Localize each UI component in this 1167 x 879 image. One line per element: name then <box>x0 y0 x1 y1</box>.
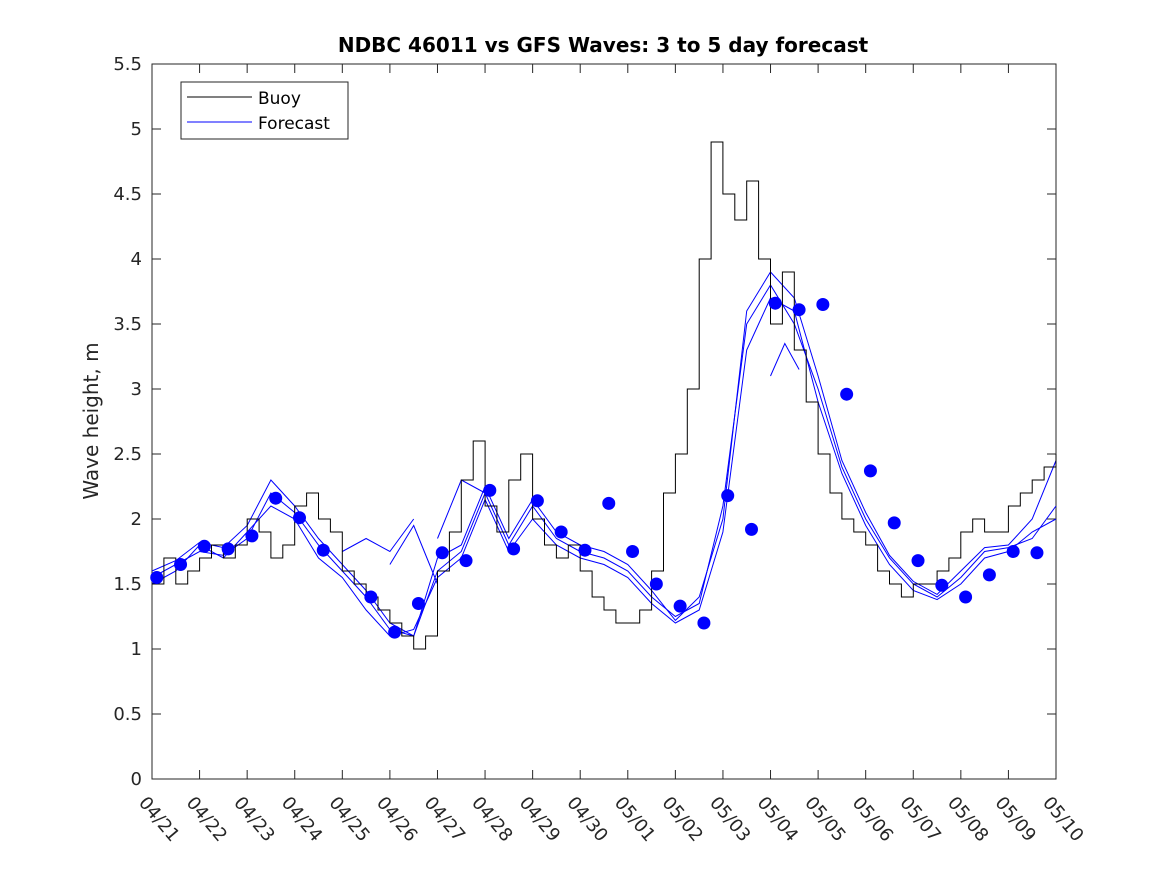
forecast-marker <box>887 516 901 530</box>
forecast-marker <box>840 387 854 401</box>
forecast-marker <box>578 543 592 557</box>
forecast-marker <box>483 483 497 497</box>
y-tick-label: 4.5 <box>113 184 142 205</box>
y-tick-label: 5 <box>131 119 142 140</box>
forecast-marker <box>863 464 877 478</box>
forecast-marker <box>697 616 711 630</box>
forecast-marker <box>554 525 568 539</box>
forecast-marker <box>507 542 521 556</box>
forecast-line <box>342 518 415 553</box>
forecast-marker <box>816 298 830 311</box>
forecast-marker <box>768 296 782 310</box>
buoy-line <box>152 141 1057 650</box>
y-axis-label: Wave height, m <box>79 342 103 499</box>
forecast-line <box>151 297 1057 637</box>
legend-box <box>180 81 349 140</box>
legend-buoy-label: Buoy <box>258 89 301 109</box>
forecast-marker <box>411 597 425 610</box>
forecast-marker <box>269 491 283 505</box>
forecast-marker <box>197 539 211 553</box>
forecast-marker <box>316 543 330 557</box>
y-tick-label: 1 <box>131 639 142 660</box>
forecast-marker <box>982 568 996 582</box>
forecast-marker <box>959 590 973 604</box>
legend: Buoy Forecast <box>180 81 349 140</box>
forecast-marker <box>721 489 735 503</box>
forecast-marker <box>221 542 235 556</box>
chart-title: NDBC 46011 vs GFS Waves: 3 to 5 day fore… <box>338 33 869 57</box>
y-tick-label: 3 <box>131 379 142 400</box>
forecast-marker <box>292 511 306 525</box>
forecast-line <box>389 524 438 585</box>
axes-box <box>151 63 1057 780</box>
forecast-marker <box>673 599 687 613</box>
forecast-marker <box>245 529 259 543</box>
legend-forecast-label: Forecast <box>258 114 330 134</box>
forecast-marker <box>1006 545 1020 558</box>
y-tick-label: 1.5 <box>113 574 142 595</box>
forecast-marker <box>911 554 925 568</box>
forecast-marker <box>792 303 806 317</box>
y-tick-label: 4 <box>131 249 142 270</box>
y-tick-label: 0.5 <box>113 704 142 725</box>
forecast-marker <box>1030 546 1044 560</box>
forecast-marker <box>649 577 663 591</box>
forecast-marker <box>435 546 449 560</box>
y-tick-label: 2 <box>131 509 142 530</box>
forecast-line <box>770 342 800 377</box>
forecast-marker <box>364 590 378 604</box>
forecast-marker <box>626 545 640 558</box>
forecast-marker <box>744 522 758 536</box>
forecast-marker <box>935 578 949 592</box>
forecast-marker <box>388 625 402 639</box>
forecast-marker <box>174 558 188 571</box>
y-tick-label: 3.5 <box>113 314 142 335</box>
y-tick-label: 5.5 <box>113 54 142 75</box>
y-tick-label: 0 <box>131 769 142 790</box>
forecast-marker <box>602 496 616 510</box>
forecast-marker <box>150 571 164 584</box>
y-tick-label: 2.5 <box>113 444 142 465</box>
forecast-marker <box>459 554 473 568</box>
forecast-marker <box>530 494 544 508</box>
